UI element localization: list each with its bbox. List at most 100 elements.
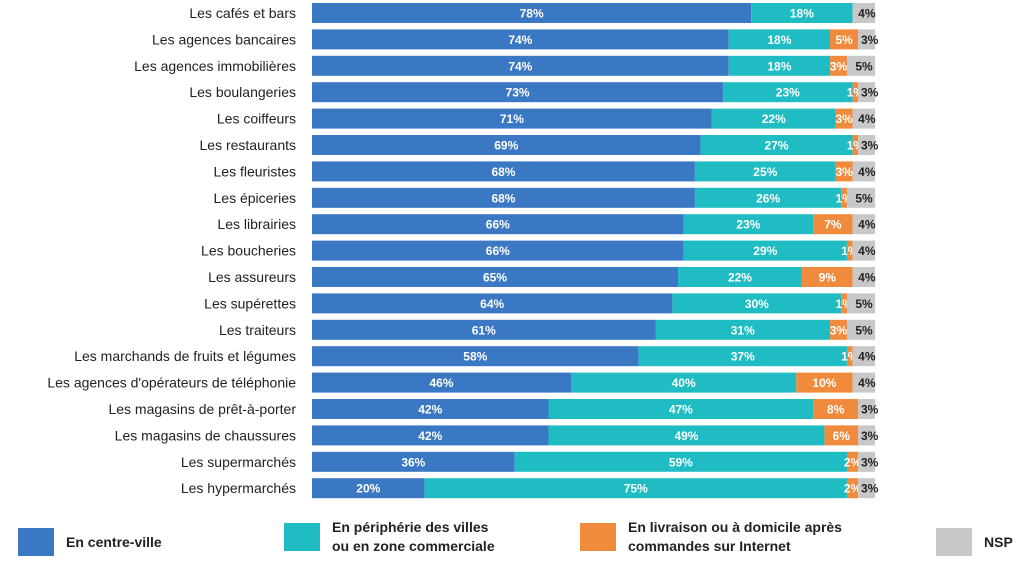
bar-peripherie-les-marchands-de-fruits-et-legumes bbox=[638, 346, 847, 367]
value-label-nsp-les-supermarches: 3% bbox=[861, 455, 879, 469]
value-label-peripherie-les-cafes-et-bars: 18% bbox=[790, 7, 814, 21]
bar-livraison-les-assureurs bbox=[801, 267, 853, 287]
category-label-les-agences-immobilieres: Les agences immobilières bbox=[134, 58, 296, 74]
value-label-peripherie-les-magasins-de-chaussures: 49% bbox=[674, 429, 698, 443]
value-label-livraison-les-agences-bancaires: 5% bbox=[835, 33, 853, 47]
value-label-peripherie-les-coiffeurs: 22% bbox=[762, 112, 786, 126]
value-label-livraison-les-fleuristes: 3% bbox=[835, 165, 853, 179]
legend-item-centre-ville: En centre-ville bbox=[18, 528, 162, 556]
bar-nsp-les-epiceries bbox=[846, 187, 876, 208]
value-label-centre-ville-les-librairies: 66% bbox=[486, 218, 510, 232]
bar-centre-ville-les-magasins-de-chaussures bbox=[312, 425, 549, 446]
bar-peripherie-les-hypermarches bbox=[424, 478, 847, 499]
value-label-nsp-les-agences-immobilieres: 5% bbox=[855, 59, 873, 73]
bar-peripherie-les-assureurs bbox=[678, 267, 802, 287]
bar-livraison-les-fleuristes bbox=[835, 161, 853, 182]
category-label-les-superettes: Les supérettes bbox=[204, 295, 296, 311]
bar-livraison-les-coiffeurs bbox=[835, 108, 853, 129]
bar-livraison-les-supermarches bbox=[846, 451, 859, 472]
value-label-centre-ville-les-fleuristes: 68% bbox=[491, 165, 515, 179]
legend-swatch-nsp bbox=[936, 528, 972, 556]
value-label-livraison-les-magasins-de-pret-a-porter: 8% bbox=[827, 403, 845, 417]
value-label-peripherie-les-marchands-de-fruits-et-legumes: 37% bbox=[731, 350, 755, 364]
value-label-nsp-les-fleuristes: 4% bbox=[858, 165, 876, 179]
bar-peripherie-les-supermarches bbox=[514, 451, 847, 472]
value-label-livraison-les-agences-immobilieres: 3% bbox=[830, 59, 848, 73]
bar-peripherie-les-boucheries bbox=[683, 240, 847, 261]
bar-centre-ville-les-cafes-et-bars bbox=[312, 3, 752, 23]
bar-centre-ville-les-fleuristes bbox=[312, 161, 695, 182]
value-label-nsp-les-magasins-de-pret-a-porter: 3% bbox=[861, 403, 879, 417]
bar-peripherie-les-superettes bbox=[672, 293, 842, 314]
category-label-les-epiceries: Les épiceries bbox=[214, 190, 297, 206]
bar-nsp-les-hypermarches bbox=[858, 478, 876, 499]
bar-peripherie-les-agences-d-operateurs-de-telephonie bbox=[571, 372, 797, 393]
legend-label-nsp: NSP bbox=[984, 533, 1013, 550]
bar-centre-ville-les-boulangeries bbox=[312, 82, 724, 103]
bar-centre-ville-les-librairies bbox=[312, 214, 684, 235]
value-label-peripherie-les-agences-d-operateurs-de-telephonie: 40% bbox=[672, 376, 696, 390]
category-label-les-agences-d-operateurs-de-telephonie: Les agences d'opérateurs de téléphonie bbox=[47, 375, 296, 391]
bar-livraison-les-agences-immobilieres bbox=[830, 55, 847, 76]
bar-peripherie-les-magasins-de-pret-a-porter bbox=[548, 399, 814, 419]
bar-centre-ville-les-traiteurs bbox=[312, 319, 656, 340]
value-label-peripherie-les-fleuristes: 25% bbox=[753, 165, 777, 179]
value-label-nsp-les-boulangeries: 3% bbox=[861, 86, 879, 100]
value-label-peripherie-les-magasins-de-pret-a-porter: 47% bbox=[669, 403, 693, 417]
bar-livraison-les-hypermarches bbox=[846, 478, 859, 499]
value-label-centre-ville-les-restaurants: 69% bbox=[494, 139, 518, 153]
legend-swatch-livraison bbox=[580, 523, 616, 551]
bar-nsp-les-boucheries bbox=[852, 240, 876, 261]
bar-nsp-les-restaurants bbox=[858, 135, 876, 155]
legend-label-centre-ville: En centre-ville bbox=[66, 533, 162, 550]
category-label-les-supermarches: Les supermarchés bbox=[181, 454, 296, 470]
bar-peripherie-les-restaurants bbox=[700, 135, 853, 155]
bar-peripherie-les-agences-bancaires bbox=[728, 29, 831, 50]
bar-centre-ville-les-agences-immobilieres bbox=[312, 55, 729, 76]
bar-peripherie-les-fleuristes bbox=[694, 161, 836, 182]
value-label-livraison-les-supermarches: 2% bbox=[844, 455, 862, 469]
bar-nsp-les-cafes-et-bars bbox=[852, 3, 876, 23]
bar-livraison-les-librairies bbox=[813, 214, 853, 235]
value-label-nsp-les-librairies: 4% bbox=[858, 218, 876, 232]
value-label-centre-ville-les-epiceries: 68% bbox=[491, 191, 515, 205]
bar-livraison-les-agences-bancaires bbox=[830, 29, 859, 50]
category-label-les-magasins-de-pret-a-porter: Les magasins de prêt-à-porter bbox=[108, 401, 296, 417]
category-label-les-traiteurs: Les traiteurs bbox=[219, 322, 296, 338]
value-label-centre-ville-les-magasins-de-chaussures: 42% bbox=[418, 429, 442, 443]
legend-item-livraison: En livraison ou à domicile après command… bbox=[580, 518, 842, 556]
bar-peripherie-les-cafes-et-bars bbox=[751, 3, 853, 23]
bar-peripherie-les-boulangeries bbox=[723, 82, 853, 103]
bar-livraison-les-epiceries bbox=[841, 187, 847, 208]
value-label-peripherie-les-boucheries: 29% bbox=[753, 244, 777, 258]
value-label-nsp-les-coiffeurs: 4% bbox=[858, 112, 876, 126]
value-label-peripherie-les-agences-immobilieres: 18% bbox=[767, 59, 791, 73]
value-label-peripherie-les-traiteurs: 31% bbox=[731, 323, 755, 337]
category-label-les-boulangeries: Les boulangeries bbox=[189, 84, 296, 100]
bar-nsp-les-assureurs bbox=[852, 267, 876, 287]
value-label-centre-ville-les-coiffeurs: 71% bbox=[500, 112, 524, 126]
bar-centre-ville-les-marchands-de-fruits-et-legumes bbox=[312, 346, 639, 367]
bar-nsp-les-librairies bbox=[852, 214, 876, 235]
value-label-nsp-les-agences-bancaires: 3% bbox=[861, 33, 879, 47]
chart-legend: En centre-ville En périphérie des villes… bbox=[0, 518, 1024, 563]
value-label-nsp-les-magasins-de-chaussures: 3% bbox=[861, 429, 879, 443]
legend-label-livraison: En livraison ou à domicile après command… bbox=[628, 519, 842, 554]
bar-livraison-les-boucheries bbox=[846, 240, 853, 261]
bar-peripherie-les-coiffeurs bbox=[711, 108, 836, 129]
bar-livraison-les-agences-d-operateurs-de-telephonie bbox=[796, 372, 853, 393]
value-label-livraison-les-hypermarches: 2% bbox=[844, 482, 862, 496]
value-label-livraison-les-assureurs: 9% bbox=[819, 271, 837, 285]
value-label-peripherie-les-hypermarches: 75% bbox=[624, 482, 648, 496]
value-label-centre-ville-les-magasins-de-pret-a-porter: 42% bbox=[418, 403, 442, 417]
bar-centre-ville-les-coiffeurs bbox=[312, 108, 712, 129]
value-label-centre-ville-les-agences-bancaires: 74% bbox=[508, 33, 532, 47]
value-label-livraison-les-magasins-de-chaussures: 6% bbox=[833, 429, 851, 443]
category-label-les-marchands-de-fruits-et-legumes: Les marchands de fruits et légumes bbox=[74, 348, 296, 364]
value-label-centre-ville-les-traiteurs: 61% bbox=[472, 323, 496, 337]
legend-item-peripherie: En périphérie des villes ou en zone comm… bbox=[284, 518, 495, 556]
category-label-les-restaurants: Les restaurants bbox=[200, 137, 297, 153]
bar-livraison-les-magasins-de-pret-a-porter bbox=[813, 399, 859, 419]
bar-peripherie-les-magasins-de-chaussures bbox=[548, 425, 825, 446]
category-label-les-cafes-et-bars: Les cafés et bars bbox=[189, 5, 296, 21]
